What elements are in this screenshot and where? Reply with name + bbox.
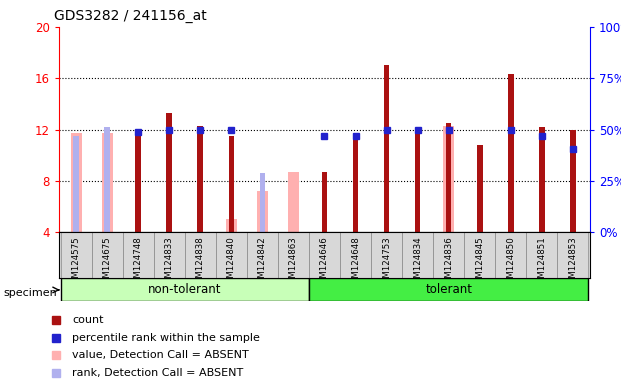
- Bar: [102, 134, 112, 232]
- Text: GSM124863: GSM124863: [289, 236, 298, 289]
- Text: specimen: specimen: [3, 288, 57, 298]
- Bar: [257, 191, 268, 232]
- Bar: [464, 232, 495, 278]
- Text: GSM124851: GSM124851: [537, 236, 546, 289]
- Bar: [309, 278, 588, 301]
- Text: GSM124853: GSM124853: [568, 236, 578, 289]
- Bar: [184, 232, 215, 278]
- Bar: [508, 74, 514, 232]
- Bar: [477, 145, 483, 232]
- Bar: [446, 123, 451, 232]
- Text: value, Detection Call = ABSENT: value, Detection Call = ABSENT: [72, 350, 249, 360]
- Text: tolerant: tolerant: [425, 283, 472, 296]
- Bar: [166, 113, 172, 232]
- Text: GSM124834: GSM124834: [413, 236, 422, 289]
- Bar: [154, 232, 184, 278]
- Bar: [60, 278, 309, 301]
- Text: GSM124836: GSM124836: [444, 236, 453, 289]
- Text: GSM124842: GSM124842: [258, 236, 267, 289]
- Bar: [340, 232, 371, 278]
- Bar: [402, 232, 433, 278]
- Text: GSM124675: GSM124675: [102, 236, 112, 289]
- Bar: [60, 232, 91, 278]
- Bar: [247, 232, 278, 278]
- Bar: [539, 127, 545, 232]
- Bar: [135, 132, 141, 232]
- Bar: [322, 172, 327, 232]
- Text: GDS3282 / 241156_at: GDS3282 / 241156_at: [53, 9, 206, 23]
- Bar: [353, 136, 358, 232]
- Bar: [526, 232, 557, 278]
- Bar: [443, 126, 454, 232]
- Text: percentile rank within the sample: percentile rank within the sample: [72, 333, 260, 343]
- Text: rank, Detection Call = ABSENT: rank, Detection Call = ABSENT: [72, 368, 243, 378]
- Bar: [288, 172, 299, 232]
- Bar: [415, 130, 420, 232]
- Bar: [91, 232, 122, 278]
- Text: GSM124833: GSM124833: [165, 236, 174, 289]
- Bar: [433, 232, 464, 278]
- Bar: [278, 232, 309, 278]
- Bar: [215, 232, 247, 278]
- Bar: [197, 126, 203, 232]
- Bar: [371, 232, 402, 278]
- Text: GSM124748: GSM124748: [134, 236, 143, 289]
- Text: GSM124648: GSM124648: [351, 236, 360, 289]
- Bar: [71, 134, 81, 232]
- Bar: [229, 170, 234, 232]
- Text: GSM124838: GSM124838: [196, 236, 205, 289]
- Text: GSM124840: GSM124840: [227, 236, 236, 289]
- Bar: [384, 65, 389, 232]
- Bar: [104, 127, 110, 232]
- Bar: [73, 136, 79, 232]
- Text: count: count: [72, 315, 104, 325]
- Text: GSM124575: GSM124575: [71, 236, 81, 289]
- Text: GSM124850: GSM124850: [506, 236, 515, 289]
- Text: GSM124646: GSM124646: [320, 236, 329, 289]
- Bar: [260, 173, 265, 232]
- Bar: [226, 220, 237, 232]
- Text: GSM124753: GSM124753: [382, 236, 391, 289]
- Bar: [495, 232, 526, 278]
- Bar: [122, 232, 153, 278]
- Text: non-tolerant: non-tolerant: [148, 283, 222, 296]
- Bar: [570, 130, 576, 232]
- Text: GSM124845: GSM124845: [475, 236, 484, 289]
- Bar: [229, 136, 234, 232]
- Bar: [309, 232, 340, 278]
- Bar: [557, 232, 588, 278]
